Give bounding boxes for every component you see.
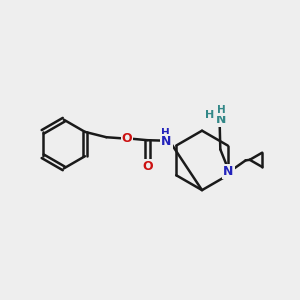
Text: H: H [161, 128, 170, 138]
Text: N: N [216, 113, 226, 126]
Text: O: O [142, 160, 153, 172]
Text: O: O [122, 132, 132, 145]
Text: N: N [161, 135, 172, 148]
Text: N: N [223, 165, 233, 178]
Text: H: H [217, 105, 226, 115]
Text: H: H [205, 110, 214, 120]
